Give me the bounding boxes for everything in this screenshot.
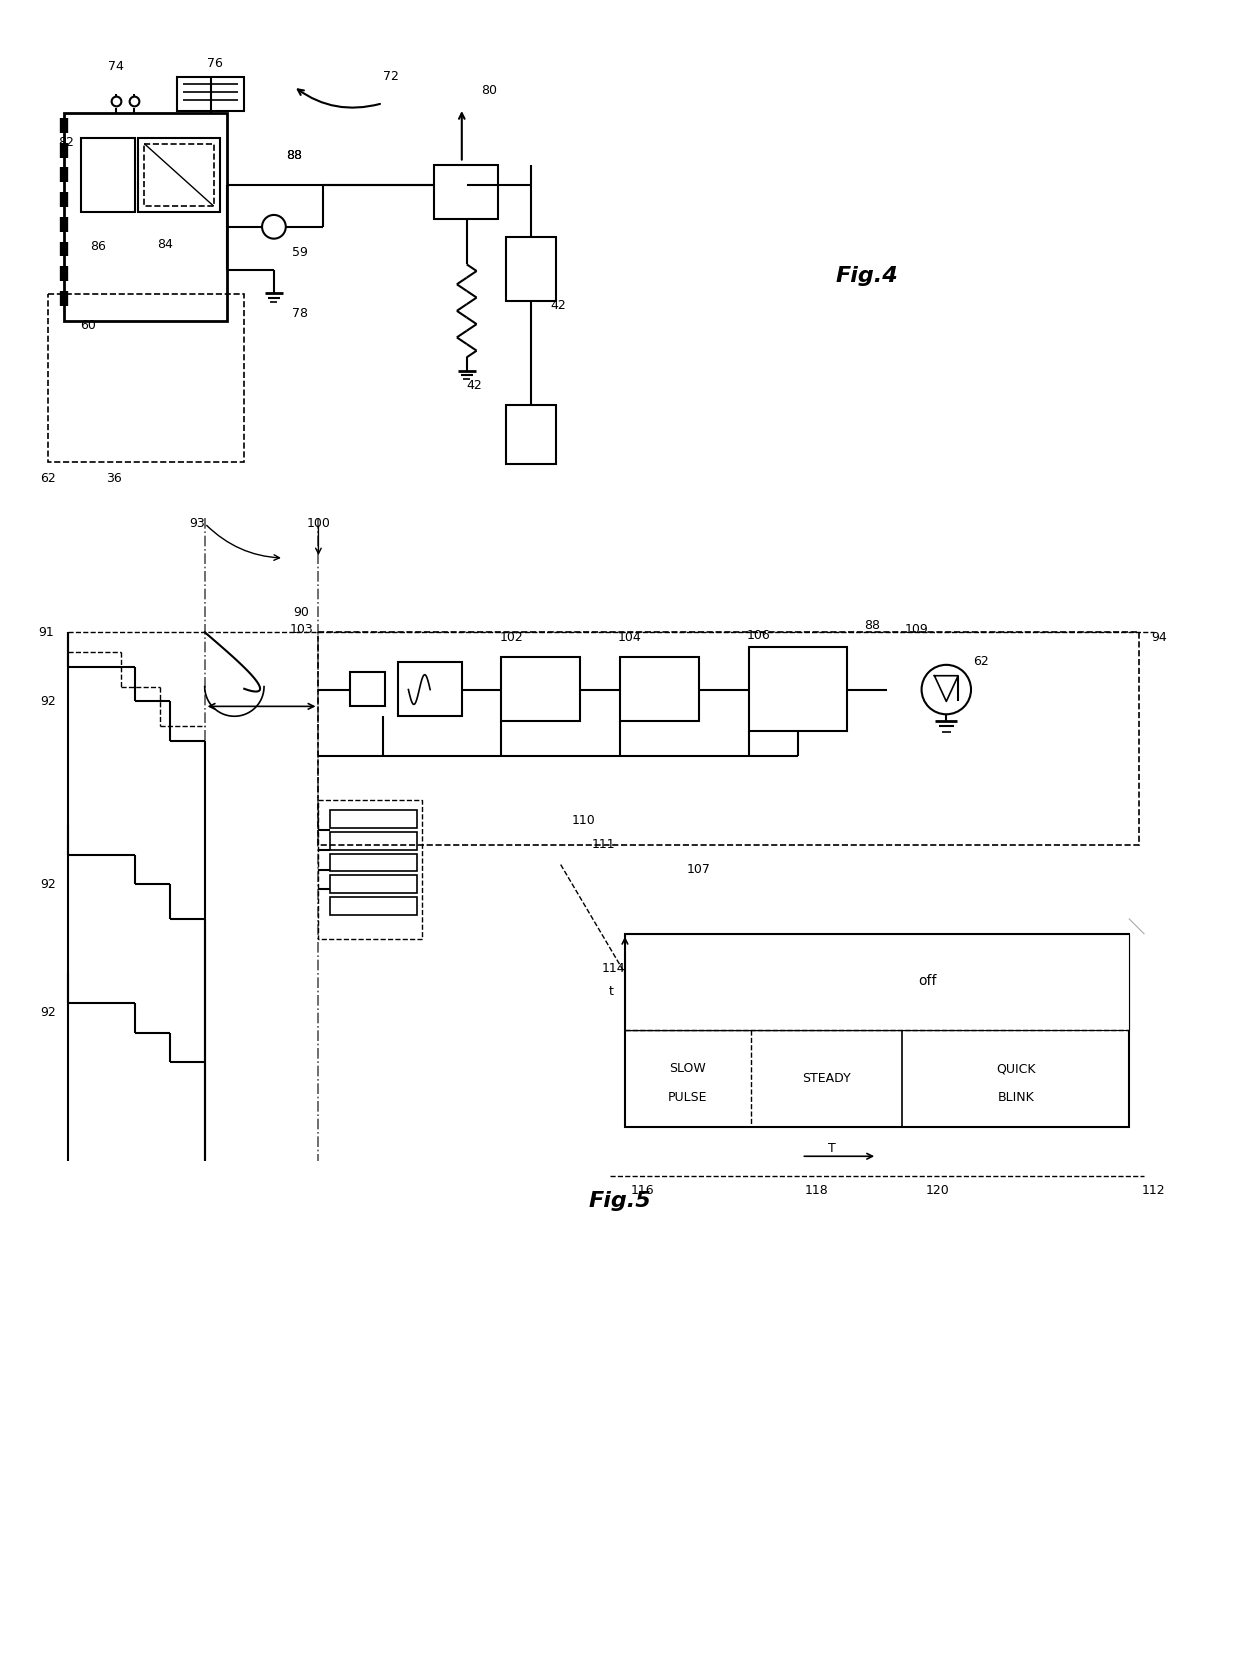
Text: 78: 78 bbox=[291, 308, 308, 321]
Text: 103: 103 bbox=[290, 624, 314, 635]
Text: 42: 42 bbox=[551, 299, 567, 313]
Text: 91: 91 bbox=[38, 625, 55, 638]
Text: 94: 94 bbox=[1151, 630, 1167, 643]
Text: 36: 36 bbox=[105, 473, 122, 485]
Text: 90: 90 bbox=[294, 605, 310, 619]
Bar bbox=[64, 112, 227, 321]
Text: 111: 111 bbox=[591, 839, 615, 852]
Bar bbox=[330, 875, 418, 893]
Text: 104: 104 bbox=[618, 630, 642, 643]
Text: 62: 62 bbox=[41, 473, 56, 485]
Bar bbox=[330, 853, 418, 872]
Text: 92: 92 bbox=[41, 878, 56, 892]
Text: off: off bbox=[919, 974, 936, 987]
Text: PULSE: PULSE bbox=[668, 1092, 708, 1105]
Text: 62: 62 bbox=[973, 655, 988, 668]
Text: 72: 72 bbox=[383, 69, 398, 83]
Text: 109: 109 bbox=[905, 624, 929, 635]
Text: 82: 82 bbox=[58, 136, 74, 149]
Text: Fig.5: Fig.5 bbox=[589, 1191, 651, 1211]
Text: 88: 88 bbox=[285, 149, 301, 162]
Bar bbox=[330, 896, 418, 915]
Text: 116: 116 bbox=[631, 1184, 655, 1197]
Text: 88: 88 bbox=[864, 619, 880, 632]
Text: t: t bbox=[609, 986, 614, 997]
Text: 42: 42 bbox=[466, 379, 482, 392]
Bar bbox=[749, 647, 847, 731]
Text: 112: 112 bbox=[1142, 1184, 1166, 1197]
Text: 74: 74 bbox=[108, 60, 124, 73]
Bar bbox=[506, 237, 556, 301]
Text: QUICK: QUICK bbox=[996, 1062, 1035, 1075]
Bar bbox=[501, 657, 580, 721]
Text: 92: 92 bbox=[41, 695, 56, 708]
Text: 80: 80 bbox=[481, 84, 497, 98]
Text: 100: 100 bbox=[306, 518, 330, 529]
Bar bbox=[625, 935, 1130, 1126]
Text: BLINK: BLINK bbox=[997, 1092, 1034, 1105]
Bar bbox=[139, 137, 219, 212]
Text: 86: 86 bbox=[91, 240, 105, 253]
Text: T: T bbox=[828, 1141, 836, 1154]
Bar bbox=[81, 137, 135, 212]
Text: 59: 59 bbox=[291, 246, 308, 260]
Text: 110: 110 bbox=[572, 814, 595, 827]
Text: 88: 88 bbox=[285, 149, 301, 162]
Bar bbox=[48, 294, 244, 461]
Bar bbox=[506, 405, 556, 465]
Bar bbox=[144, 144, 213, 207]
Bar bbox=[398, 662, 461, 716]
Text: 107: 107 bbox=[687, 863, 711, 877]
Bar bbox=[434, 164, 498, 218]
Bar bbox=[330, 832, 418, 850]
Text: 76: 76 bbox=[207, 58, 222, 69]
Text: 84: 84 bbox=[157, 238, 174, 251]
Bar bbox=[625, 935, 1130, 1030]
Bar bbox=[330, 810, 418, 829]
Bar bbox=[350, 672, 384, 706]
Text: 92: 92 bbox=[41, 1006, 56, 1019]
Text: SLOW: SLOW bbox=[670, 1062, 707, 1075]
Text: 60: 60 bbox=[81, 319, 95, 332]
Text: 93: 93 bbox=[188, 518, 205, 529]
Bar bbox=[319, 801, 423, 939]
Bar bbox=[319, 632, 1140, 845]
Text: 118: 118 bbox=[805, 1184, 828, 1197]
Text: Fig.4: Fig.4 bbox=[836, 266, 899, 286]
Text: 114: 114 bbox=[601, 963, 625, 974]
Text: 102: 102 bbox=[500, 630, 523, 643]
Text: 106: 106 bbox=[746, 629, 770, 642]
Text: 120: 120 bbox=[926, 1184, 950, 1197]
Bar bbox=[620, 657, 699, 721]
Bar bbox=[177, 76, 244, 111]
Text: STEADY: STEADY bbox=[802, 1072, 851, 1085]
